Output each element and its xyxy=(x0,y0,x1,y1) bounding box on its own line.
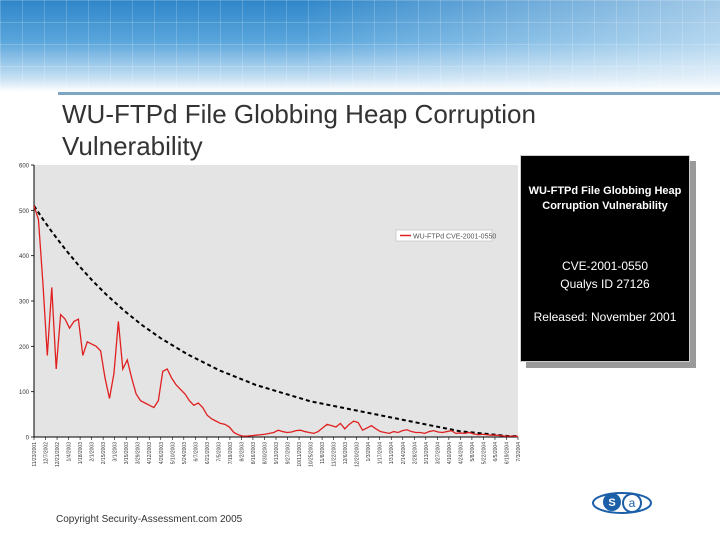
logo-swoosh xyxy=(592,492,652,514)
sa-logo: S a xyxy=(592,492,652,514)
x-tick-label: 2/14/2004 xyxy=(401,442,407,464)
x-tick-label: 5/10/2003 xyxy=(170,442,176,464)
info-callout: WU-FTPd File Globbing Heap Corruption Vu… xyxy=(520,155,690,362)
x-tick-label: 9/13/2003 xyxy=(274,442,280,464)
x-tick-group: 11/23/2001 12/7/2002 12/21/2002 1/4/2003 1/1… xyxy=(32,437,520,467)
trend-line xyxy=(33,205,518,438)
x-tick-label: 5/8/2004 xyxy=(470,442,476,462)
x-tick-label: 1/17/2004 xyxy=(378,442,384,464)
x-tick-label: 3/13/2004 xyxy=(424,442,430,464)
x-tick-label: 4/10/2004 xyxy=(447,442,453,464)
x-tick-label: 4/24/2004 xyxy=(458,442,464,464)
y-tick-label: 600 xyxy=(19,164,30,170)
logo-circle-a xyxy=(622,493,642,513)
header-banner xyxy=(0,0,720,92)
y-tick-label: 500 xyxy=(19,209,30,215)
x-tick-label: 6/19/2004 xyxy=(504,442,510,464)
x-tick-label: 3/29/2003 xyxy=(136,442,142,464)
x-tick-label: 3/1/2003 xyxy=(113,442,119,462)
chart-legend: WU-FTPd CVE-2001-0550 xyxy=(395,229,496,242)
x-tick-label: 5/24/2003 xyxy=(182,442,188,464)
x-tick-label: 1/31/2004 xyxy=(389,442,395,464)
x-tick-label: 11/8/2003 xyxy=(320,442,326,464)
y-tick-label: 300 xyxy=(19,300,30,306)
x-tick-label: 12/6/2003 xyxy=(343,442,349,464)
x-tick-label: 6/21/2003 xyxy=(205,442,211,464)
x-tick-label: 10/25/2003 xyxy=(309,442,315,467)
x-tick-label: 2/28/2004 xyxy=(412,442,418,464)
banner-fade xyxy=(300,0,720,92)
x-tick-label: 9/27/2003 xyxy=(286,442,292,464)
x-tick-label: 1/3/2004 xyxy=(366,442,372,462)
x-tick-label: 5/22/2004 xyxy=(481,442,487,464)
plot-area xyxy=(34,165,518,437)
x-tick-label: 12/7/2002 xyxy=(44,442,50,464)
callout-cve: CVE-2001-0550 xyxy=(561,259,649,273)
legend-label: WU-FTPd CVE-2001-0550 xyxy=(413,234,496,241)
x-tick-label: 7/3/2004 xyxy=(516,442,520,462)
x-tick-label: 8/16/2003 xyxy=(251,442,257,464)
x-tick-label: 10/11/2003 xyxy=(297,442,303,467)
logo-circle-s xyxy=(603,493,621,511)
x-tick-label: 11/23/2001 xyxy=(32,442,38,467)
x-tick-label: 3/15/2003 xyxy=(124,442,130,464)
x-tick-label: 1/4/2003 xyxy=(67,442,73,462)
x-tick-label: 4/12/2003 xyxy=(147,442,153,464)
callout-qualys-id: Qualys ID 27126 xyxy=(560,277,650,291)
x-tick-label: 8/30/2003 xyxy=(262,442,268,464)
title-rule xyxy=(58,92,720,95)
legend-box xyxy=(395,229,493,242)
callout-released: Released: November 2001 xyxy=(533,310,677,324)
copyright-text: Copyright Security-Assessment.com 2005 xyxy=(56,514,243,525)
y-tick-label: 400 xyxy=(19,254,30,260)
y-tick-group: 0 100 200 300 400 500 600 xyxy=(19,164,34,442)
series-line xyxy=(33,205,519,438)
y-tick-label: 0 xyxy=(26,436,30,442)
x-tick-label: 8/2/2003 xyxy=(239,442,245,462)
x-tick-label: 4/26/2003 xyxy=(159,442,165,464)
logo-letter-a: a xyxy=(629,496,636,510)
x-tick-label: 11/22/2003 xyxy=(332,442,338,467)
x-tick-label: 12/21/2002 xyxy=(55,442,61,467)
x-tick-label: 6/7/2003 xyxy=(193,442,199,462)
logo-letter-s: S xyxy=(608,497,615,509)
x-tick-label: 7/5/2003 xyxy=(216,442,222,462)
x-tick-label: 12/20/2003 xyxy=(355,442,361,467)
x-tick-label: 6/5/2004 xyxy=(493,442,499,462)
x-tick-label: 2/1/2003 xyxy=(90,442,96,462)
slide-title: WU-FTPd File Globbing Heap Corruption Vu… xyxy=(62,99,536,161)
y-tick-label: 200 xyxy=(19,345,30,351)
x-tick-label: 3/27/2004 xyxy=(435,442,441,464)
x-tick-label: 1/18/2003 xyxy=(78,442,84,464)
x-tick-label: 7/19/2003 xyxy=(228,442,234,464)
callout-title: WU-FTPd File Globbing Heap Corruption Vu… xyxy=(528,185,682,212)
y-tick-label: 100 xyxy=(19,390,30,396)
x-tick-label: 2/15/2003 xyxy=(101,442,107,464)
